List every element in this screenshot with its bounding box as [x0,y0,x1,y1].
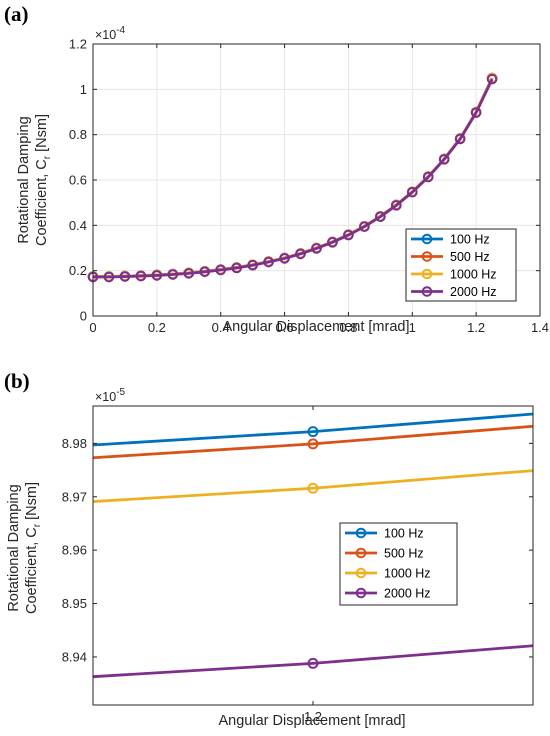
data-point [215,264,227,276]
data-point [438,154,450,165]
data-point [422,171,434,183]
x-tick-label: 1.2 [467,320,485,335]
y-tick-label: 0.2 [69,263,87,278]
data-point [391,200,402,211]
series-line-100-hz [92,412,534,447]
legend-marker [355,527,367,539]
legend-entry: 100 Hz [450,233,490,247]
panel-b-label: (b) [4,369,30,393]
panel-a-label: (a) [4,2,29,26]
panel-b-ticks: 1.2 8.94 8.95 8.96 8.97 8.98 [62,406,533,724]
data-point [263,256,274,268]
legend-marker [355,547,367,559]
y-tick-label: 0 [80,309,87,324]
y-tick-label: 8.97 [62,489,87,504]
legend-marker [421,251,433,262]
x-tick-label: 1 [409,320,416,335]
series-line-500-hz [92,424,534,460]
y-tick-label: 8.96 [62,543,87,558]
legend-entry: 500 Hz [384,547,424,561]
x-tick-label: 0.6 [276,320,294,335]
data-point [311,243,322,254]
panel-b: (b) 1.2 8.94 8.95 8.96 8.97 8.98 ×10-5 Angula… [4,369,534,729]
data-point [454,133,466,145]
x-tick-label: 0 [89,320,96,335]
legend-marker [355,567,367,579]
data-point [406,186,418,198]
data-point [119,271,131,282]
x-tick-label: 1.2 [304,709,322,724]
y-tick-label: 8.95 [62,596,87,611]
data-point [307,482,319,494]
panel-b-legend: 100 Hz 500 Hz 1000 Hz 2000 Hz [339,522,458,606]
data-point [183,268,195,279]
data-point [470,107,482,118]
panel-b-lines [92,412,534,679]
data-point [135,270,147,282]
legend-entry: 2000 Hz [450,285,497,299]
legend-entry: 1000 Hz [450,268,497,282]
panel-a-ylabel-line2: Coefficient, Cr [Nsm] [34,114,53,246]
data-point [167,269,179,280]
data-point [295,248,306,260]
panel-a-xlabel: Angular Displacement [mrad] [223,319,410,335]
data-point [247,259,258,271]
data-point [359,221,370,232]
panel-a-ylabel-line1: Rotational Damping [16,116,32,243]
data-point [307,657,319,669]
panel-a-exponent: ×10-4 [95,25,126,42]
y-tick-label: 1 [80,82,87,97]
panel-b-exponent: ×10-5 [95,387,126,404]
y-tick-label: 8.98 [62,436,87,451]
series-line-2000-hz [92,644,534,679]
x-tick-label: 0.4 [212,320,230,335]
panel-b-ylabel-line2: Coefficient, Cr [Nsm] [24,482,43,614]
legend-marker [421,233,433,245]
y-tick-label: 0.8 [69,127,87,142]
x-tick-label: 0.8 [339,320,357,335]
data-point [343,229,354,241]
legend-entry: 2000 Hz [384,587,431,601]
legend-marker [421,268,433,280]
data-point [307,426,319,438]
data-point [103,271,115,283]
legend-marker [355,587,367,599]
data-point [279,253,290,264]
data-point [307,438,319,450]
data-point [231,262,242,274]
data-point [486,73,498,85]
y-tick-label: 8.94 [62,649,87,664]
x-tick-label: 1.4 [531,320,549,335]
panel-a: (a) 0 0.2 0.4 0.6 0.8 1 1.2 1.4 0 0.2 0.4 0.6 0.8 1 1.… [4,2,549,335]
data-point [327,237,338,248]
series-line-1000-hz [92,469,534,503]
legend-marker [421,286,433,297]
panel-b-xlabel: Angular Displacement [mrad] [219,713,406,729]
legend-entry: 500 Hz [450,250,490,264]
panel-a-ticks: 0 0.2 0.4 0.6 0.8 1 1.2 1.4 0 0.2 0.4 0.6 0.8 1 1.2 [69,37,549,336]
panel-a-legend: 100 Hz 500 Hz 1000 Hz 2000 Hz [405,228,517,302]
y-tick-label: 0.6 [69,173,87,188]
legend-entry: 1000 Hz [384,567,431,581]
y-tick-label: 1.2 [69,37,87,52]
x-tick-label: 0.2 [148,320,166,335]
data-point [151,270,163,281]
data-point [199,266,211,278]
y-tick-label: 0.4 [69,218,87,233]
legend-entry: 100 Hz [384,527,424,541]
panel-b-ylabel-line1: Rotational Damping [6,484,22,611]
data-point [375,211,386,223]
